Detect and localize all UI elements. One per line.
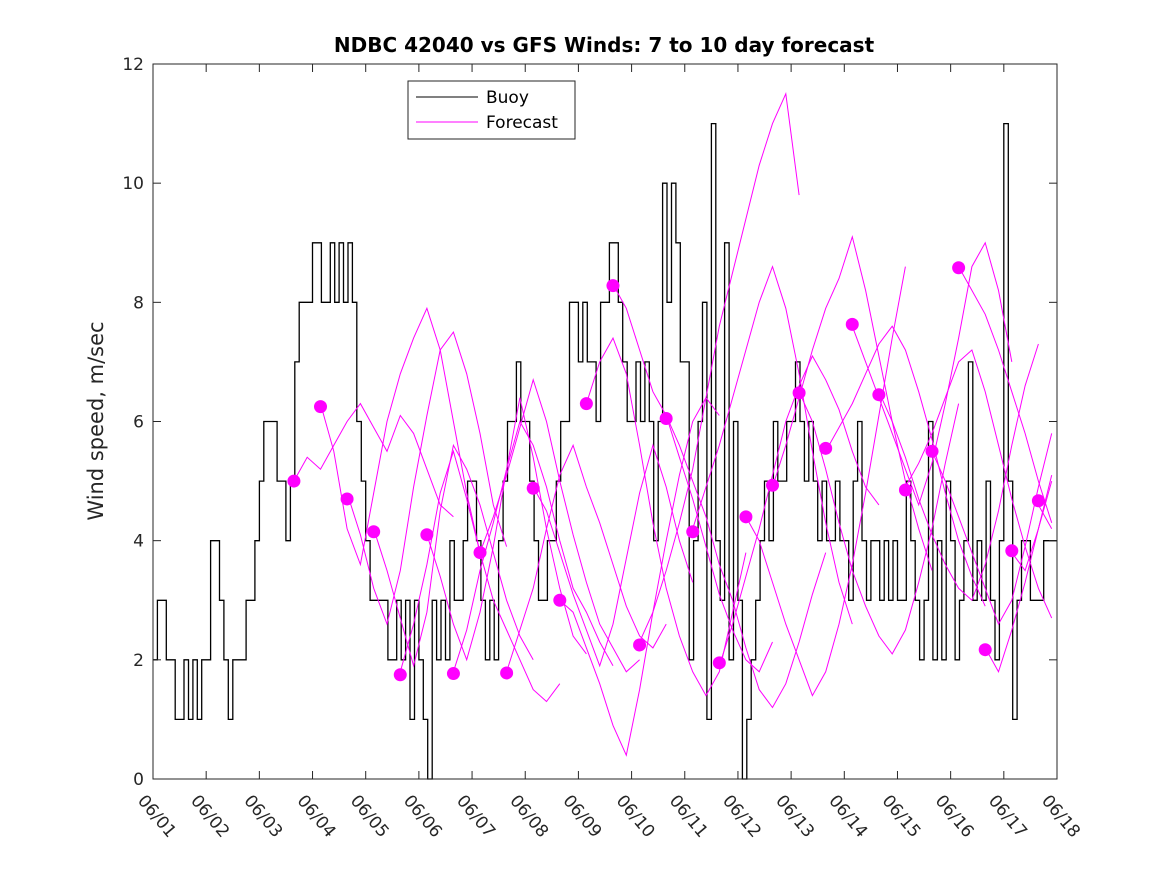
forecast-marker	[978, 643, 992, 657]
x-tick-label: 06/18	[1037, 791, 1084, 841]
forecast-marker	[367, 525, 381, 539]
forecast-line	[692, 265, 853, 625]
chart-title: NDBC 42040 vs GFS Winds: 7 to 10 day for…	[334, 33, 875, 57]
forecast-marker	[739, 510, 753, 524]
x-tick-label: 06/07	[452, 791, 499, 841]
forecast-line	[904, 349, 1053, 619]
forecast-marker	[766, 478, 780, 492]
forecast-markers	[287, 261, 1045, 682]
forecast-line	[532, 443, 694, 668]
forecast-marker	[393, 668, 407, 682]
forecast-line	[612, 284, 773, 673]
x-tick-label: 06/13	[771, 791, 818, 841]
forecast-line	[479, 378, 640, 673]
y-tick-label: 10	[122, 174, 144, 194]
forecast-line	[320, 306, 481, 567]
forecast-marker	[845, 317, 859, 331]
y-tick-label: 4	[133, 532, 144, 552]
forecast-line	[426, 397, 587, 662]
forecast-line	[346, 331, 508, 626]
forecast-marker	[792, 386, 806, 400]
forecast-line	[452, 420, 614, 672]
forecast-line	[851, 241, 1013, 507]
forecast-marker	[898, 483, 912, 497]
forecast-marker	[686, 525, 700, 539]
forecast-line	[506, 443, 667, 672]
legend-buoy-label: Buoy	[486, 88, 529, 108]
forecast-series	[293, 91, 1053, 757]
forecast-line	[1011, 480, 1053, 572]
forecast-line	[825, 325, 986, 607]
legend: Buoy Forecast	[407, 80, 576, 140]
forecast-marker	[925, 444, 939, 458]
forecast-marker	[872, 388, 886, 402]
forecast-line	[878, 343, 1039, 602]
forecast-marker	[420, 528, 434, 542]
x-tick-label: 06/11	[665, 791, 712, 841]
x-tick-label: 06/04	[293, 791, 340, 841]
plot-area	[152, 63, 1058, 780]
forecast-marker	[712, 656, 726, 670]
forecast-line	[373, 443, 534, 668]
x-tick-label: 06/16	[931, 791, 978, 841]
y-tick-label: 6	[133, 413, 144, 433]
forecast-line	[639, 91, 800, 643]
forecast-line	[718, 354, 880, 666]
y-tick-label: 0	[133, 770, 144, 790]
forecast-marker	[314, 400, 328, 414]
forecast-marker	[500, 666, 514, 680]
y-tick-label: 12	[122, 55, 144, 75]
forecast-line	[958, 266, 1053, 523]
x-tick-label: 06/14	[824, 791, 871, 841]
y-axis-label: Wind speed, m/sec	[84, 321, 108, 520]
x-tick-label: 06/01	[133, 791, 180, 841]
forecast-line	[1037, 504, 1053, 530]
forecast-marker	[1005, 544, 1019, 558]
x-tick-label: 06/17	[984, 791, 1031, 841]
forecast-marker	[819, 441, 833, 455]
buoy-series	[153, 122, 1057, 780]
legend-forecast-label: Forecast	[486, 113, 558, 133]
x-tick-label: 06/15	[878, 791, 925, 841]
legend-box	[407, 80, 576, 140]
forecast-marker	[553, 593, 567, 607]
y-tick-label: 8	[133, 293, 144, 313]
y-axis: 0 2 4 6 8 10 12	[122, 55, 1057, 790]
x-tick-label: 06/10	[612, 791, 659, 841]
forecast-line	[665, 415, 827, 709]
forecast-marker	[340, 492, 354, 506]
forecast-line	[745, 266, 906, 697]
forecast-marker	[659, 412, 673, 426]
forecast-line	[293, 402, 454, 518]
forecast-marker	[606, 279, 620, 293]
x-tick-label: 06/02	[186, 791, 233, 841]
forecast-marker	[446, 667, 460, 681]
x-tick-label: 06/03	[240, 791, 287, 841]
y-tick-label: 2	[133, 651, 144, 671]
forecast-line	[931, 433, 1053, 626]
x-tick-label: 06/08	[505, 791, 552, 841]
forecast-marker	[526, 481, 540, 495]
buoy-line	[153, 122, 1057, 780]
forecast-marker	[1031, 494, 1045, 508]
x-tick-label: 06/06	[399, 791, 446, 841]
forecast-marker	[952, 261, 966, 275]
x-tick-label: 06/09	[559, 791, 606, 841]
forecast-marker	[287, 474, 301, 488]
forecast-line	[798, 391, 960, 655]
x-tick-label: 06/05	[346, 791, 393, 841]
x-axis: 06/01 06/02 06/03 06/04 06/05 06/06 06/07 06/08…	[133, 64, 1084, 842]
forecast-marker	[579, 397, 593, 411]
forecast-line	[559, 396, 720, 757]
x-tick-label: 06/12	[718, 791, 765, 841]
forecast-line	[585, 336, 747, 697]
forecast-marker	[473, 546, 487, 560]
forecast-marker	[633, 638, 647, 652]
